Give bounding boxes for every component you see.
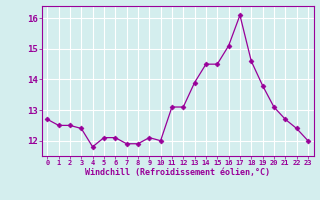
- X-axis label: Windchill (Refroidissement éolien,°C): Windchill (Refroidissement éolien,°C): [85, 168, 270, 177]
